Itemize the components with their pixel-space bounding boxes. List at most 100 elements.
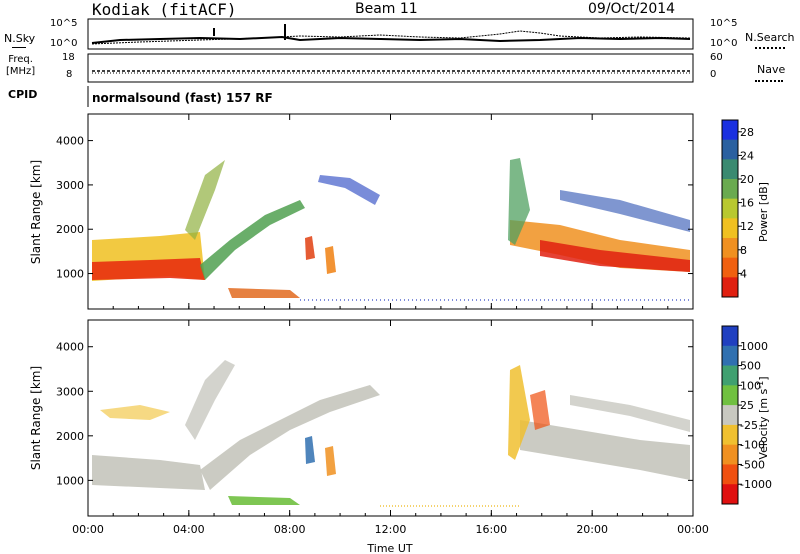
power-colorbar-tick-label: 4 — [740, 267, 747, 280]
nsky-label: N.Sky — [4, 32, 36, 45]
velocity-echo-evening-band — [520, 420, 690, 480]
power-panel-echoes — [92, 158, 690, 301]
time-xtick-label: 00:00 — [72, 523, 104, 536]
velocity-colorbar-frame — [721, 325, 739, 505]
power-ytick-label: 2000 — [56, 223, 84, 236]
time-xtick-label: 16:00 — [475, 523, 507, 536]
velocity-colorbar-segment — [722, 405, 738, 426]
cpid-label: CPID — [8, 88, 38, 101]
nsearch-tick-high: 10^5 — [710, 18, 738, 29]
velocity-colorbar-label-end: ] — [757, 376, 770, 380]
velocity-echo-rising-arc — [200, 385, 380, 490]
velocity-echo-slant-streaks — [185, 360, 235, 440]
beam-title: Beam 11 — [355, 1, 418, 17]
velocity-ytick-label: 3000 — [56, 385, 84, 398]
power-colorbar-segment — [722, 277, 738, 298]
velocity-ylabel: Slant Range [km] — [29, 366, 43, 470]
power-echo-low-band — [228, 288, 300, 298]
cpid-text: normalsound (fast) 157 RF — [92, 91, 273, 105]
power-colorbar-tick-label: 20 — [740, 173, 754, 186]
sky-panel-frame — [87, 18, 694, 50]
power-ytick-label: 3000 — [56, 179, 84, 192]
velocity-colorbar-label-main: Velocity [m s — [757, 388, 770, 459]
nsearch-trace — [91, 30, 691, 45]
power-echo-evening-core — [540, 240, 690, 272]
power-ylabel: Slant Range [km] — [29, 160, 43, 264]
power-colorbar-frame — [721, 119, 739, 298]
freq-tick-low: 8 — [66, 69, 73, 80]
velocity-colorbar-label: Velocity [m s-1] — [756, 376, 770, 459]
power-colorbar-segment — [722, 198, 738, 219]
nave-tick-low: 0 — [710, 69, 717, 80]
power-echo-upper-arc — [318, 175, 380, 205]
velocity-colorbar-segment — [722, 365, 738, 386]
nave-dotted-line — [755, 80, 783, 82]
time-xtick-label: 00:00 — [677, 523, 709, 536]
freq-label: Freq. [MHz] — [6, 54, 35, 78]
velocity-echo-blob-a — [305, 436, 315, 464]
velocity-colorbar-segment — [722, 345, 738, 367]
nsearch-label: N.Search — [745, 31, 795, 44]
velocity-colorbar-tick-label: 25 — [740, 399, 754, 412]
power-panel-frame — [87, 113, 694, 310]
power-colorbar-tick-label: 8 — [740, 244, 747, 257]
power-colorbar-segment — [722, 257, 738, 278]
velocity-echo-evening-upper — [570, 395, 690, 432]
time-xtick-label: 20:00 — [576, 523, 608, 536]
power-colorbar-tick-label: 24 — [740, 149, 754, 162]
power-colorbar-segment — [722, 218, 738, 239]
power-echo-morning-core — [92, 258, 205, 280]
power-colorbar-tick-label: 12 — [740, 220, 754, 233]
power-colorbar-segment — [722, 120, 738, 141]
time-xtick-label: 04:00 — [173, 523, 205, 536]
power-colorbar-segment — [722, 159, 738, 180]
velocity-colorbar-tick-label: 500 — [740, 360, 761, 373]
time-xtick-label: 08:00 — [274, 523, 306, 536]
power-ytick-label: 1000 — [56, 268, 84, 281]
velocity-echo-blob-b — [325, 446, 336, 476]
power-echo-evening-spike — [508, 158, 530, 245]
power-echo-blob-b — [325, 246, 336, 274]
power-ytick-label: 4000 — [56, 135, 84, 148]
velocity-echo-evening-red — [530, 390, 550, 430]
freq-tick-high: 18 — [62, 52, 75, 63]
nsky-trace — [91, 35, 691, 44]
velocity-ytick-label: 1000 — [56, 474, 84, 487]
power-echo-rising-arc — [200, 200, 305, 280]
velocity-ytick-label: 4000 — [56, 341, 84, 354]
velocity-colorbar-segment — [722, 464, 738, 485]
time-xlabel: Time UT — [366, 542, 412, 554]
power-colorbar-segment — [722, 179, 738, 200]
nsky-tick-high: 10^5 — [50, 18, 78, 29]
velocity-ytick-label: 2000 — [56, 430, 84, 443]
velocity-colorbar-tick-label: 100 — [740, 379, 761, 392]
nsky-underline — [12, 47, 26, 48]
power-colorbar-tick-label: 28 — [740, 126, 754, 139]
velocity-echo-morning-scatter — [100, 405, 170, 420]
nave-label: Nave — [757, 63, 786, 76]
velocity-colorbar-tick-label: 1000 — [740, 340, 768, 353]
nsearch-dotted-line — [755, 47, 785, 49]
axes-layer: 1000 2000 3000 4000 1000 2000 3000 4000 00:00 04:… — [56, 114, 709, 536]
velocity-colorbar-tick-label: -1000 — [740, 478, 772, 491]
velocity-colorbar-segment — [722, 424, 738, 446]
nave-tick-high: 60 — [710, 52, 723, 63]
time-xtick-label: 12:00 — [375, 523, 407, 536]
velocity-echo-morning-band — [92, 455, 205, 490]
velocity-colorbar-tick-label: -500 — [740, 458, 765, 471]
velocity-echo-low-band — [228, 496, 300, 505]
power-colorbar-segment — [722, 139, 738, 160]
power-colorbar-segment — [722, 238, 738, 259]
velocity-colorbar-tick-label: -100 — [740, 439, 765, 452]
velocity-colorbar-segment — [722, 385, 738, 406]
power-colorbar-tick-label: 16 — [740, 197, 754, 210]
power-echo-slant-streaks — [185, 160, 225, 240]
velocity-colorbar-segment — [722, 484, 738, 505]
velocity-echo-evening-spike — [508, 365, 530, 460]
power-echo-evening-upper — [560, 190, 690, 232]
velocity-colorbar-segment — [722, 444, 738, 465]
power-echo-blob-a — [305, 236, 315, 260]
freq-panel-frame — [87, 53, 694, 83]
nsearch-tick-low: 10^0 — [710, 38, 738, 49]
